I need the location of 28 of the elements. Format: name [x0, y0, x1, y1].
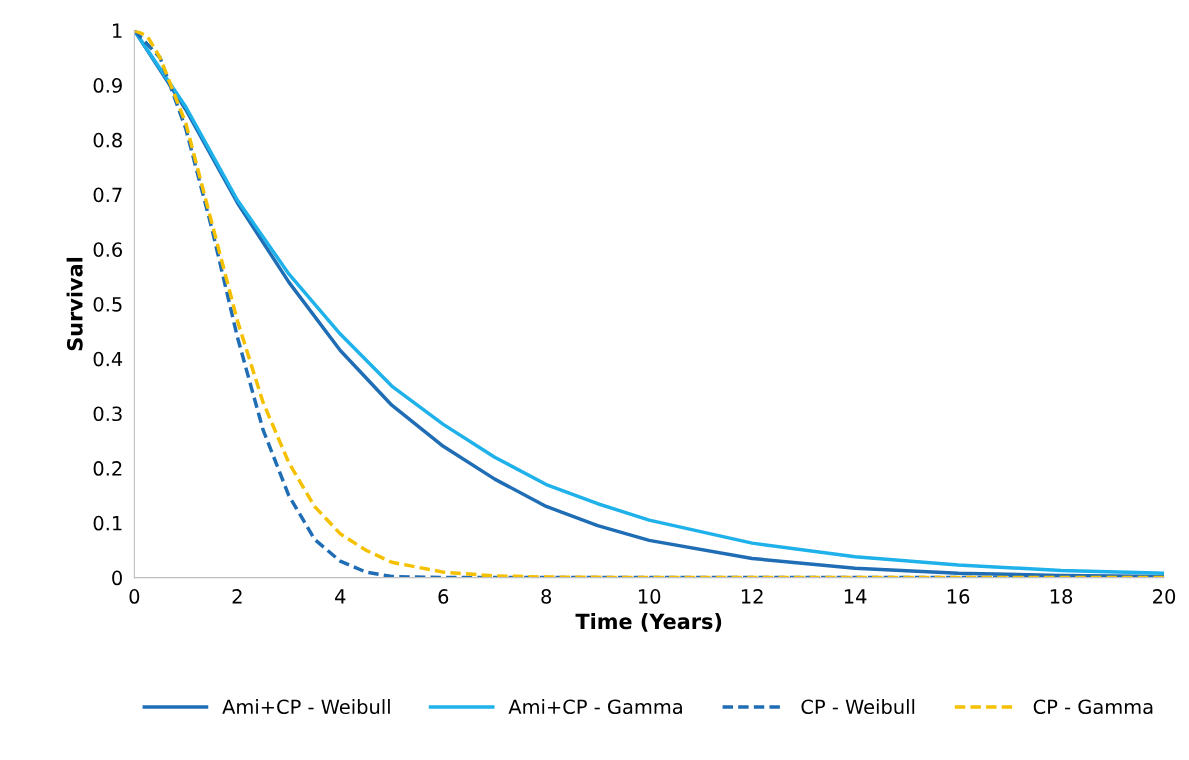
- x-tick-label: 14: [844, 589, 867, 604]
- y-tick-label: 0.5: [93, 296, 122, 312]
- y-tick-label: 0.9: [93, 78, 122, 93]
- y-tick-label: 0.8: [93, 132, 122, 148]
- x-tick-label: 2: [232, 589, 242, 604]
- x-tick-label: 12: [741, 589, 763, 604]
- legend-label: CP - Gamma: [1033, 699, 1153, 715]
- legend-label: Ami+CP - Weibull: [222, 699, 390, 715]
- y-tick-label: 0.3: [93, 406, 122, 422]
- y-axis-title: Survival: [66, 257, 83, 351]
- y-tick-label: 0.1: [93, 515, 122, 531]
- x-tick-label: 18: [1050, 589, 1073, 604]
- legend-label: Ami+CP - Gamma: [508, 699, 682, 715]
- y-tick-label: 0.7: [93, 187, 122, 203]
- legend-label: CP - Weibull: [801, 699, 915, 715]
- x-tick-label: 0: [129, 589, 140, 604]
- y-tick-label: 1: [113, 23, 122, 38]
- x-axis-title: Time (Years): [575, 613, 722, 632]
- x-tick-label: 16: [947, 589, 970, 604]
- y-tick-label: 0: [112, 570, 122, 586]
- x-tick-label: 4: [335, 589, 346, 604]
- x-tick-label: 20: [1153, 589, 1176, 604]
- x-tick-label: 10: [638, 589, 661, 604]
- x-tick-label: 6: [438, 589, 449, 604]
- x-tick-label: 8: [541, 589, 552, 604]
- y-tick-label: 0.6: [93, 242, 123, 257]
- y-tick-label: 0.4: [93, 351, 123, 367]
- y-tick-label: 0.2: [93, 461, 122, 476]
